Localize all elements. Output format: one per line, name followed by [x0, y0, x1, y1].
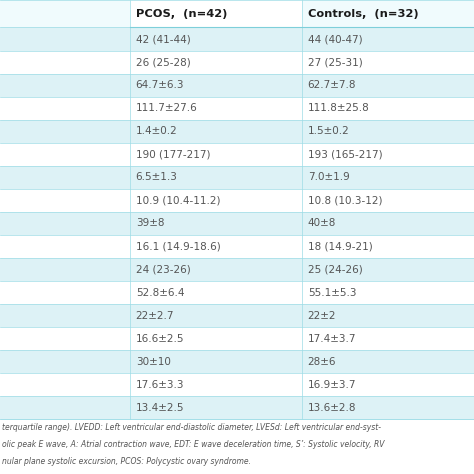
FancyBboxPatch shape — [0, 396, 474, 419]
Text: terquartile range). LVEDD: Left ventricular end-diastolic diameter, LVESd: Left : terquartile range). LVEDD: Left ventricu… — [2, 423, 382, 432]
FancyBboxPatch shape — [0, 258, 474, 281]
Text: 62.7±7.8: 62.7±7.8 — [308, 80, 356, 90]
Text: 16.1 (14.9-18.6): 16.1 (14.9-18.6) — [136, 242, 220, 252]
Text: 40±8: 40±8 — [308, 219, 336, 228]
Text: 17.6±3.3: 17.6±3.3 — [136, 380, 184, 390]
FancyBboxPatch shape — [0, 374, 474, 396]
Text: 25 (24-26): 25 (24-26) — [308, 264, 363, 274]
FancyBboxPatch shape — [0, 304, 474, 327]
Text: 18 (14.9-21): 18 (14.9-21) — [308, 242, 373, 252]
Text: 16.6±2.5: 16.6±2.5 — [136, 334, 184, 344]
Text: 24 (23-26): 24 (23-26) — [136, 264, 191, 274]
Text: 27 (25-31): 27 (25-31) — [308, 57, 363, 67]
Text: 1.5±0.2: 1.5±0.2 — [308, 126, 349, 136]
Text: 52.8±6.4: 52.8±6.4 — [136, 288, 184, 298]
Text: 111.8±25.8: 111.8±25.8 — [308, 103, 369, 113]
FancyBboxPatch shape — [302, 0, 474, 27]
Text: 22±2: 22±2 — [308, 311, 336, 321]
Text: 22±2.7: 22±2.7 — [136, 311, 174, 321]
Text: 26 (25-28): 26 (25-28) — [136, 57, 191, 67]
Text: 44 (40-47): 44 (40-47) — [308, 34, 362, 44]
Text: nular plane systolic excursion, PCOS: Polycystic ovary syndrome.: nular plane systolic excursion, PCOS: Po… — [2, 457, 251, 466]
FancyBboxPatch shape — [0, 51, 474, 73]
Text: 190 (177-217): 190 (177-217) — [136, 149, 210, 159]
Text: 10.9 (10.4-11.2): 10.9 (10.4-11.2) — [136, 195, 220, 205]
Text: 111.7±27.6: 111.7±27.6 — [136, 103, 198, 113]
Text: 6.5±1.3: 6.5±1.3 — [136, 173, 178, 182]
Text: 55.1±5.3: 55.1±5.3 — [308, 288, 356, 298]
FancyBboxPatch shape — [0, 281, 474, 304]
Text: PCOS,  (n=42): PCOS, (n=42) — [136, 9, 227, 19]
Text: olic peak E wave, A: Atrial contraction wave, EDT: E wave deceleration time, S’:: olic peak E wave, A: Atrial contraction … — [2, 440, 385, 449]
Text: 10.8 (10.3-12): 10.8 (10.3-12) — [308, 195, 382, 205]
FancyBboxPatch shape — [0, 143, 474, 166]
Text: 193 (165-217): 193 (165-217) — [308, 149, 383, 159]
FancyBboxPatch shape — [0, 27, 474, 51]
FancyBboxPatch shape — [0, 120, 474, 143]
FancyBboxPatch shape — [0, 327, 474, 350]
FancyBboxPatch shape — [0, 73, 474, 97]
Text: 13.6±2.8: 13.6±2.8 — [308, 403, 356, 413]
Text: 16.9±3.7: 16.9±3.7 — [308, 380, 356, 390]
Text: 1.4±0.2: 1.4±0.2 — [136, 126, 177, 136]
Text: 7.0±1.9: 7.0±1.9 — [308, 173, 349, 182]
Text: 28±6: 28±6 — [308, 357, 336, 367]
FancyBboxPatch shape — [0, 350, 474, 374]
FancyBboxPatch shape — [0, 212, 474, 235]
FancyBboxPatch shape — [0, 0, 130, 27]
Text: 30±10: 30±10 — [136, 357, 171, 367]
Text: 13.4±2.5: 13.4±2.5 — [136, 403, 184, 413]
Text: 39±8: 39±8 — [136, 219, 164, 228]
Text: Controls,  (n=32): Controls, (n=32) — [308, 9, 419, 19]
FancyBboxPatch shape — [0, 166, 474, 189]
FancyBboxPatch shape — [0, 189, 474, 212]
Text: 42 (41-44): 42 (41-44) — [136, 34, 191, 44]
FancyBboxPatch shape — [0, 97, 474, 120]
Text: 64.7±6.3: 64.7±6.3 — [136, 80, 184, 90]
FancyBboxPatch shape — [0, 235, 474, 258]
Text: 17.4±3.7: 17.4±3.7 — [308, 334, 356, 344]
